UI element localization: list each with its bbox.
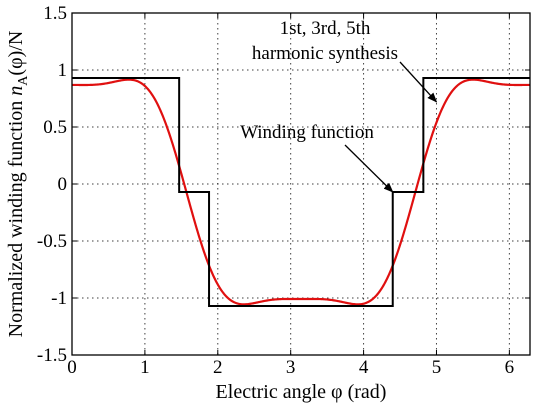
x-tick-label: 1: [140, 357, 150, 378]
y-tick-label: -1.5: [37, 345, 67, 366]
series-winding-function: [72, 76, 530, 307]
annotation-harmonic-text: 1st, 3rd, 5th: [280, 18, 371, 39]
grid-lines: [72, 13, 530, 355]
annotation-harmonic-text: harmonic synthesis: [252, 43, 398, 64]
x-tick-label: 6: [505, 357, 515, 378]
x-tick-label: 2: [213, 357, 223, 378]
plot-frame: [71, 12, 531, 356]
y-tick-label: 0.5: [43, 117, 67, 138]
y-tick-label: -0.5: [37, 231, 67, 252]
x-tick-label: 0: [67, 357, 77, 378]
annotations: 1st, 3rd, 5th harmonic synthesis Winding f…: [240, 18, 438, 193]
series-layer: [72, 76, 530, 307]
x-tick-label: 4: [359, 357, 369, 378]
annotation-winding-arrow: [344, 144, 394, 193]
y-tick-label: 1: [58, 60, 68, 81]
x-tick-label: 3: [286, 357, 296, 378]
x-axis-label: Electric angle φ (rad): [216, 381, 387, 403]
tick-labels: 0 1 2 3 4 5 6 1.5 1 0.5 0 -0.5 -1 -1.5: [37, 3, 530, 378]
y-tick-label: 0: [58, 174, 68, 195]
annotation-winding-text: Winding function: [240, 122, 374, 143]
series-harmonic-synthesis: [72, 78, 530, 306]
y-tick-label: 1.5: [43, 3, 67, 24]
annotation-harmonic-arrow: [399, 61, 438, 103]
y-tick-label: -1: [51, 288, 67, 309]
x-tick-label: 5: [432, 357, 442, 378]
y-axis-label: Normalized winding function nA(φ)/N: [5, 31, 31, 338]
